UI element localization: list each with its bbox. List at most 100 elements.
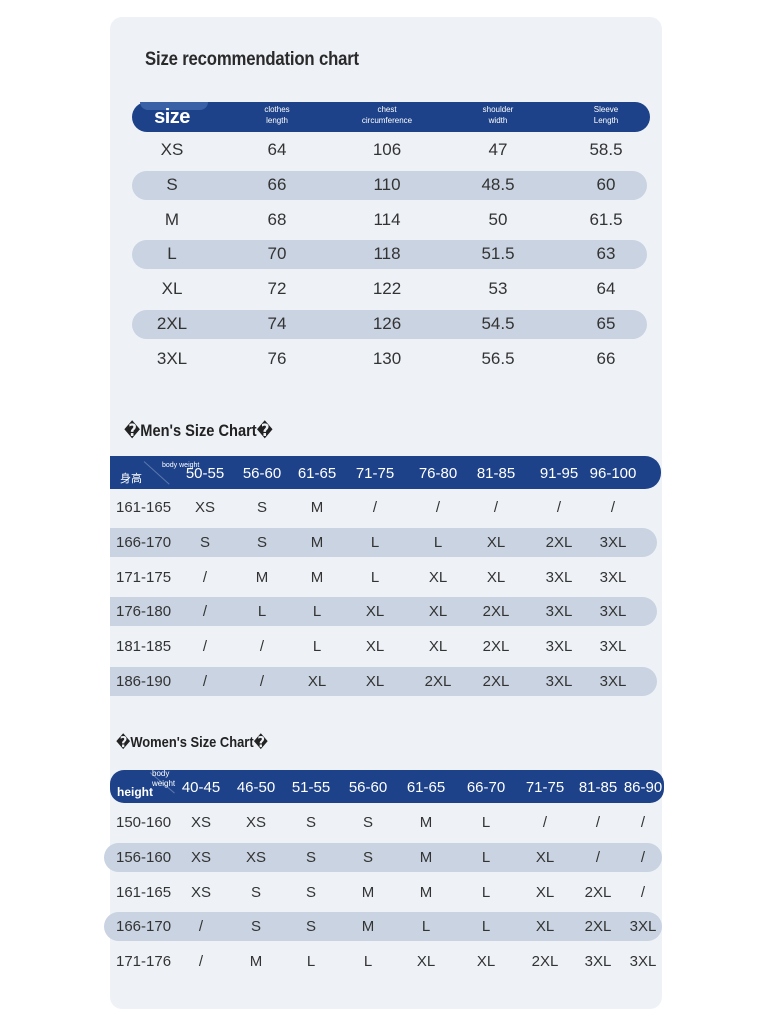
measurement-value: 72: [267, 279, 287, 299]
mens-size-value: /: [202, 638, 208, 656]
womens-size-value: 2XL: [531, 953, 559, 971]
measurement-value: 66: [596, 348, 616, 368]
mens-size-value: /: [556, 499, 562, 516]
mens-weight-header: 50-55: [185, 465, 225, 482]
measurement-value: 122: [372, 279, 402, 299]
size-label: 3XL: [156, 348, 188, 368]
womens-size-value: /: [198, 918, 204, 936]
measurement-value: 48.5: [481, 174, 515, 194]
mens-size-value: /: [202, 673, 208, 690]
womens-size-value: XL: [535, 848, 555, 866]
mens-size-value: 2XL: [424, 673, 452, 690]
womens-size-value: L: [363, 953, 373, 971]
measurement-value: 64: [596, 279, 616, 299]
measurement-value: 106: [372, 140, 402, 159]
row-stripe: [104, 912, 662, 942]
mens-size-value: 3XL: [545, 638, 573, 656]
mens-height-label: 166-170: [116, 533, 172, 551]
size-label: 2XL: [156, 314, 188, 333]
measurement-value: 60: [596, 174, 616, 194]
womens-size-value: S: [305, 883, 317, 901]
womens-weight-header: 86-90: [623, 779, 663, 796]
womens-size-value: /: [595, 814, 601, 831]
mens-size-value: 3XL: [599, 673, 627, 690]
mens-size-value: L: [433, 533, 443, 551]
measurement-value: 68: [267, 209, 287, 229]
womens-size-value: S: [305, 848, 317, 866]
mens-size-value: /: [259, 673, 265, 690]
mens-size-value: 3XL: [599, 638, 627, 656]
size-label: XS: [160, 140, 184, 159]
column-header-line2: Length: [593, 116, 619, 125]
womens-weight-header: 51-55: [291, 779, 331, 796]
womens-weight-header: 40-45: [181, 779, 221, 796]
mens-size-value: 2XL: [482, 673, 510, 690]
mens-size-value: L: [370, 533, 380, 551]
mens-height-label: 186-190: [116, 673, 172, 690]
womens-size-value: M: [419, 848, 433, 866]
row-stripe: [132, 240, 647, 270]
womens-size-value: M: [361, 918, 375, 936]
column-header-line2: width: [488, 116, 508, 125]
womens-size-value: M: [249, 953, 263, 971]
mens-weight-header: 81-85: [476, 465, 516, 482]
womens-size-value: 2XL: [584, 883, 612, 901]
measurement-value: 66: [267, 174, 287, 194]
womens-size-value: 3XL: [629, 953, 657, 971]
measurement-value: 118: [373, 244, 401, 264]
womens-size-value: 3XL: [584, 953, 612, 971]
mens-size-value: M: [310, 568, 324, 586]
womens-corner-height-label: height: [117, 785, 153, 799]
mens-table-header: [110, 456, 661, 489]
mens-size-value: /: [435, 499, 441, 516]
mens-size-value: M: [310, 533, 324, 551]
mens-size-value: XL: [486, 533, 506, 551]
womens-size-value: S: [305, 814, 317, 831]
column-header: Sleeve Length: [594, 104, 618, 126]
row-stripe: [132, 170, 647, 200]
mens-size-value: 3XL: [599, 568, 627, 586]
womens-chart-title: �Women's Size Chart�: [116, 734, 268, 751]
mens-size-value: L: [312, 603, 322, 621]
mens-size-value: 3XL: [599, 603, 627, 621]
womens-size-value: M: [419, 814, 433, 831]
mens-size-value: /: [259, 638, 265, 656]
womens-corner-weight-line1: body: [152, 769, 170, 778]
column-header: shoulder width: [483, 104, 514, 126]
mens-size-value: XL: [365, 673, 385, 690]
measurement-value: 114: [373, 209, 401, 229]
womens-size-value: XS: [245, 814, 267, 831]
measurement-value: 63: [596, 244, 616, 264]
mens-size-value: S: [199, 533, 211, 551]
mens-height-label: 176-180: [116, 603, 172, 621]
measurement-value: 51.5: [481, 244, 515, 264]
mens-size-value: 2XL: [545, 533, 573, 551]
measurement-value: 110: [373, 174, 401, 194]
mens-size-value: L: [370, 568, 380, 586]
womens-size-value: XL: [535, 883, 555, 901]
womens-size-value: XL: [535, 918, 555, 936]
mens-size-value: 3XL: [599, 533, 627, 551]
mens-size-value: XL: [365, 603, 385, 621]
womens-size-value: /: [198, 953, 204, 971]
mens-corner-weight-label: body weight: [162, 462, 200, 469]
mens-size-value: /: [372, 499, 378, 516]
womens-size-value: L: [481, 918, 491, 936]
row-stripe: [110, 597, 657, 627]
measurement-value: 126: [372, 314, 402, 333]
measurement-value: 56.5: [481, 348, 515, 368]
womens-size-value: M: [361, 883, 375, 901]
measurement-value: 76: [267, 348, 287, 368]
womens-size-value: S: [250, 883, 262, 901]
mens-size-value: XS: [194, 499, 216, 516]
row-stripe: [132, 310, 647, 339]
column-header-line1: chest: [377, 105, 397, 114]
column-header: chest circumference: [362, 104, 412, 126]
row-stripe: [104, 842, 662, 872]
mens-weight-header: 61-65: [297, 465, 337, 482]
column-header-line1: shoulder: [482, 105, 514, 114]
womens-size-value: S: [362, 814, 374, 831]
mens-size-value: S: [256, 499, 268, 516]
row-stripe: [110, 527, 657, 557]
mens-size-value: XL: [428, 638, 448, 656]
